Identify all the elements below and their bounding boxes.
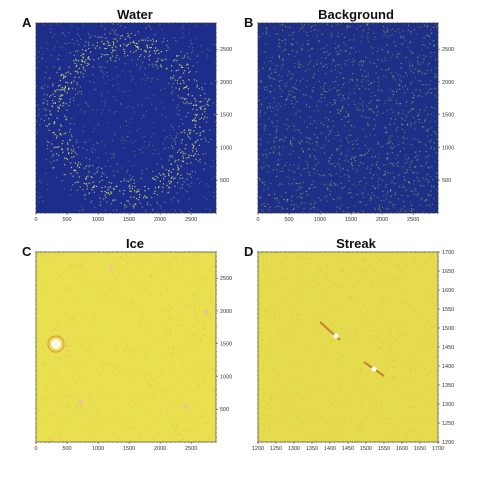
y-tick-label: 1350 bbox=[442, 383, 454, 389]
x-tick-label: 1450 bbox=[342, 446, 354, 452]
x-tick-label: 1250 bbox=[270, 446, 282, 452]
x-tick-label: 500 bbox=[62, 446, 71, 452]
y-tick-label: 1500 bbox=[220, 342, 232, 348]
y-tick-label: 1000 bbox=[220, 145, 232, 151]
y-tick-label: 2500 bbox=[220, 47, 232, 53]
x-tick-label: 2500 bbox=[185, 446, 197, 452]
image-base bbox=[36, 23, 216, 213]
x-tick-label: 1500 bbox=[123, 217, 135, 223]
x-tick-label: 2000 bbox=[154, 446, 166, 452]
x-tick-label: 1400 bbox=[324, 446, 336, 452]
x-tick-label: 1500 bbox=[345, 217, 357, 223]
x-tick-label: 2500 bbox=[407, 217, 419, 223]
x-tick-label: 1500 bbox=[360, 446, 372, 452]
y-tick-label: 500 bbox=[220, 178, 229, 184]
x-tick-label: 2000 bbox=[154, 217, 166, 223]
x-tick-label: 2500 bbox=[185, 217, 197, 223]
x-tick-label: 1300 bbox=[288, 446, 300, 452]
y-tick-label: 1400 bbox=[442, 364, 454, 370]
panel-b-image: 0 500 1000 1500 2000 2500 500 1000 1500 2000 2500 bbox=[252, 20, 492, 250]
y-tick-label: 2000 bbox=[220, 80, 232, 86]
y-tick-label: 1300 bbox=[442, 402, 454, 408]
x-tick-label: 0 bbox=[34, 446, 37, 452]
y-tick-label: 1600 bbox=[442, 288, 454, 294]
y-tick-label: 2000 bbox=[220, 309, 232, 315]
y-tick-label: 1650 bbox=[442, 269, 454, 275]
x-tick-label: 500 bbox=[62, 217, 71, 223]
y-tick-label: 1000 bbox=[220, 374, 232, 380]
panel-c-image: 0 500 1000 1500 2000 2500 500 1000 1500 2000 2500 bbox=[30, 249, 270, 479]
y-tick-label: 1700 bbox=[442, 250, 454, 256]
y-tick-label: 1450 bbox=[442, 345, 454, 351]
ice-spot bbox=[51, 339, 61, 349]
x-tick-label: 1000 bbox=[92, 217, 104, 223]
y-tick-label: 1550 bbox=[442, 307, 454, 313]
x-tick-label: 500 bbox=[284, 217, 293, 223]
x-tick-label: 0 bbox=[34, 217, 37, 223]
y-tick-label: 1000 bbox=[442, 145, 454, 151]
x-tick-label: 2000 bbox=[376, 217, 388, 223]
x-tick-label: 0 bbox=[256, 217, 259, 223]
x-tick-label: 1350 bbox=[306, 446, 318, 452]
y-tick-label: 2500 bbox=[442, 47, 454, 53]
y-tick-label: 2500 bbox=[220, 276, 232, 282]
y-tick-label: 1500 bbox=[220, 113, 232, 119]
x-tick-label: 1700 bbox=[432, 446, 444, 452]
y-tick-label: 1500 bbox=[442, 113, 454, 119]
x-tick-label: 1000 bbox=[92, 446, 104, 452]
y-tick-label: 500 bbox=[442, 178, 451, 184]
y-tick-label: 1500 bbox=[442, 326, 454, 332]
x-tick-label: 1550 bbox=[378, 446, 390, 452]
x-tick-label: 1650 bbox=[414, 446, 426, 452]
y-tick-label: 1250 bbox=[442, 421, 454, 427]
x-tick-label: 1000 bbox=[314, 217, 326, 223]
x-tick-label: 1600 bbox=[396, 446, 408, 452]
x-tick-label: 1500 bbox=[123, 446, 135, 452]
y-tick-label: 1200 bbox=[442, 440, 454, 446]
panel-a-image: 0 500 1000 1500 2000 2500 500 1000 1500 2000 2500 bbox=[30, 20, 270, 250]
x-tick-label: 1200 bbox=[252, 446, 264, 452]
panel-d-image: 1200 1250 1300 1350 1400 1450 1500 1550 1600 1650… bbox=[252, 249, 492, 479]
y-tick-label: 2000 bbox=[442, 80, 454, 86]
image-base bbox=[258, 252, 438, 442]
y-tick-label: 500 bbox=[220, 407, 229, 413]
